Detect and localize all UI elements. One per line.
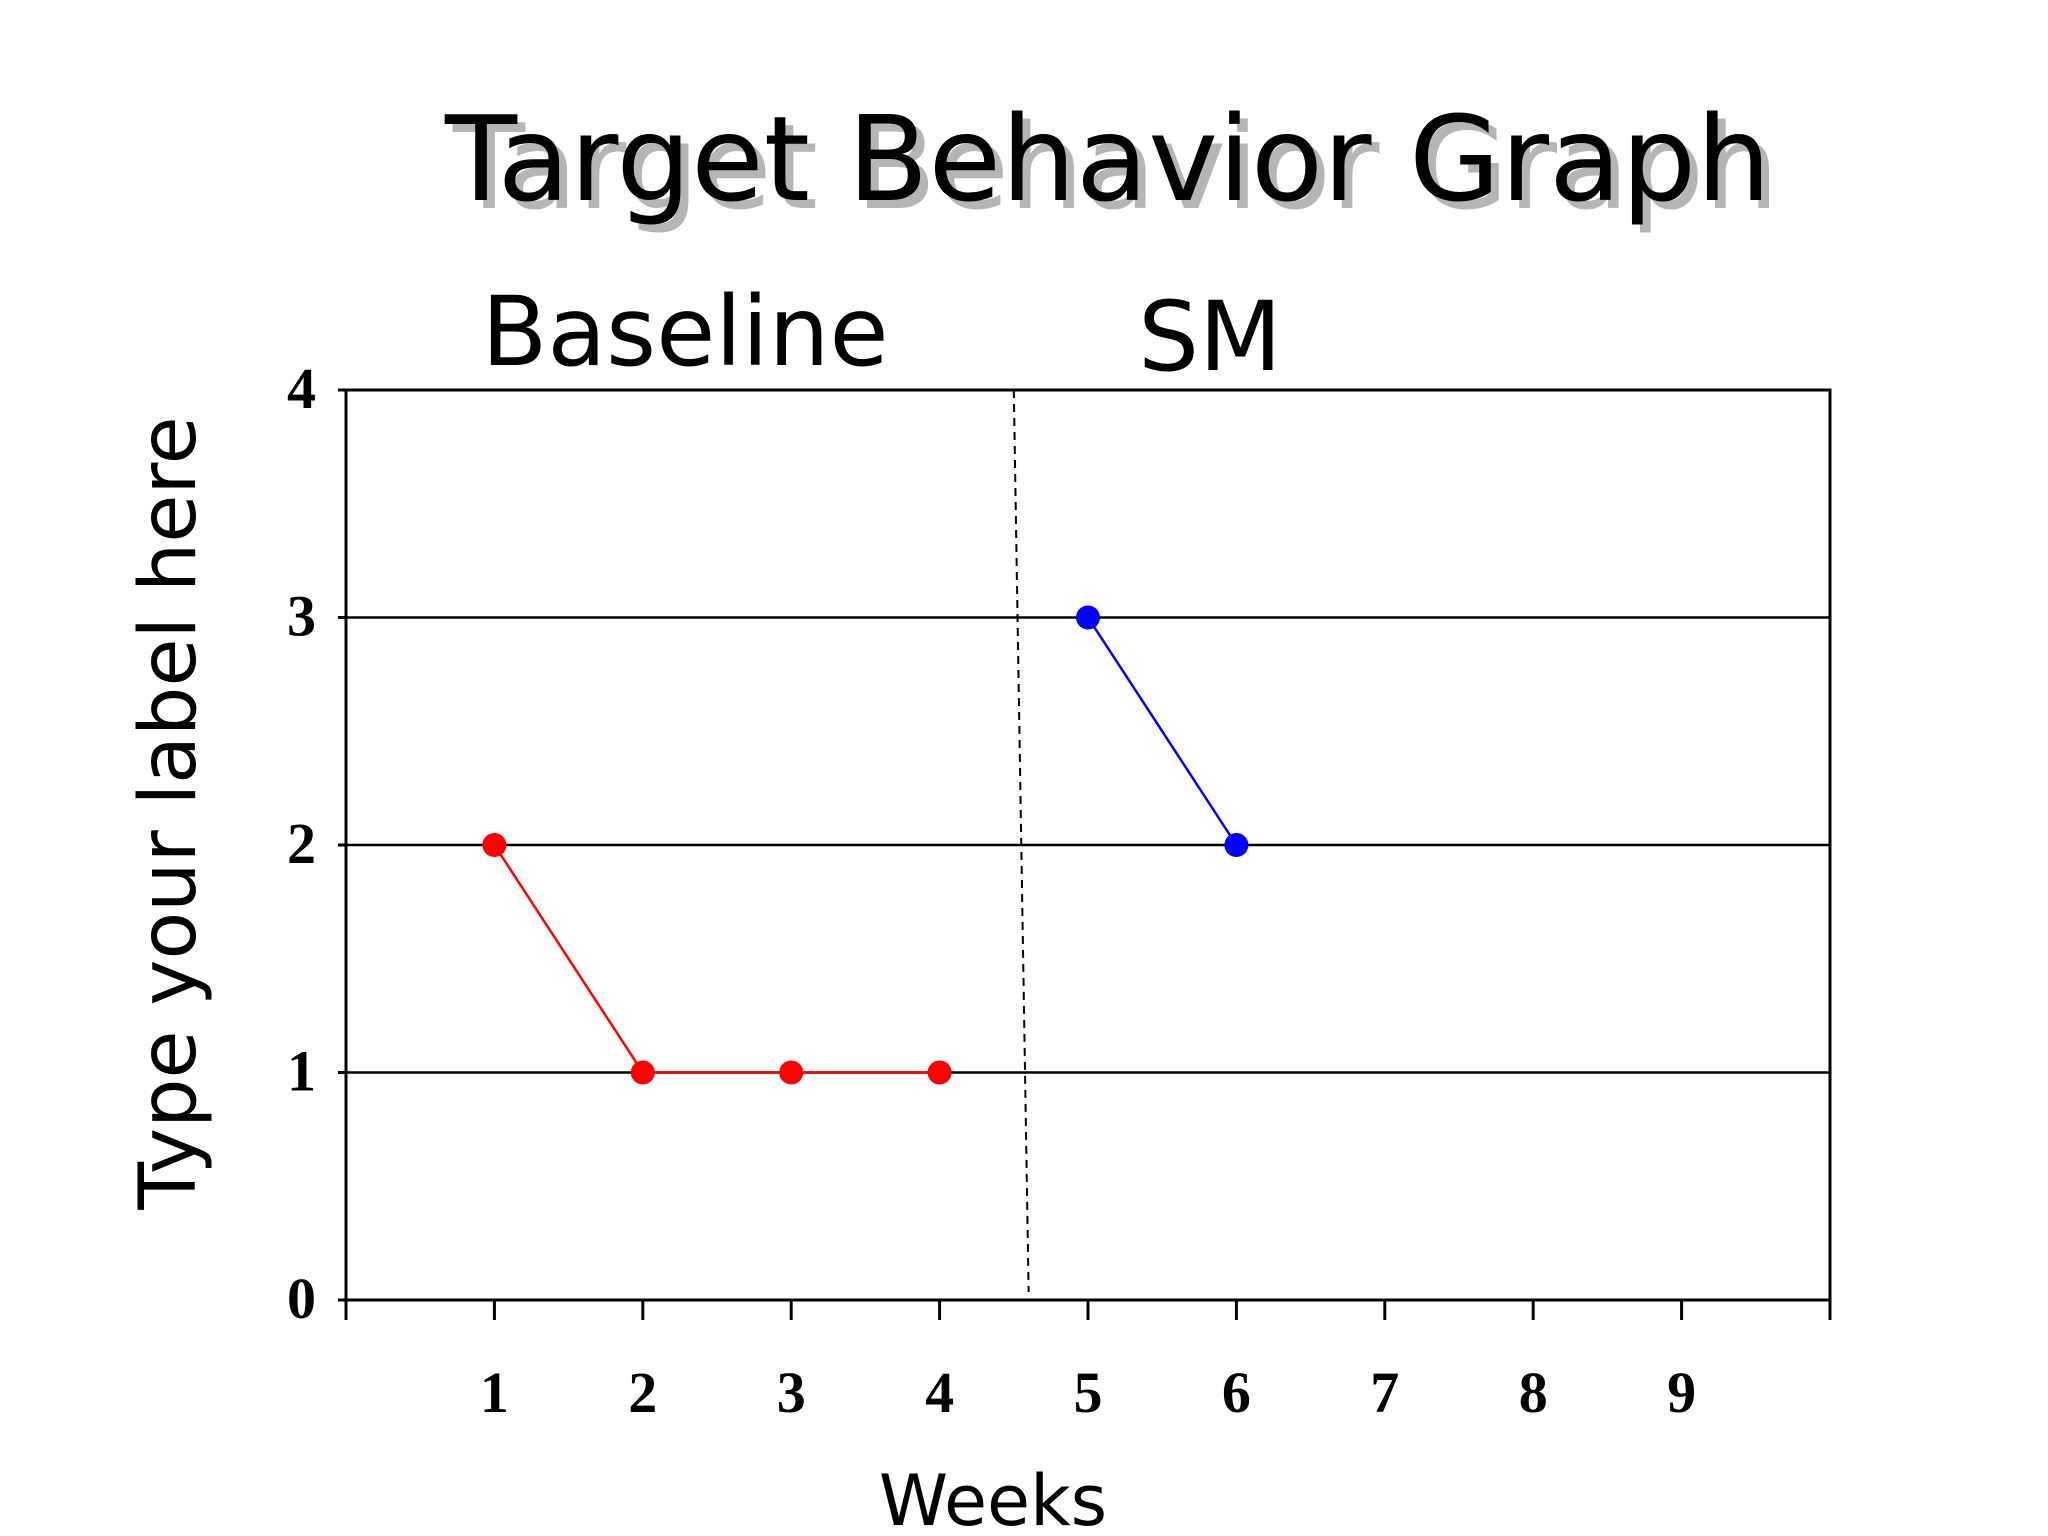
x-tick-label: 1 <box>480 1360 509 1425</box>
data-point <box>779 1060 804 1085</box>
y-tick-label: 0 <box>287 1266 316 1331</box>
y-tick-label: 2 <box>287 811 316 876</box>
y-axis-label: Type your label here <box>124 416 214 1210</box>
phase-label-sm: SM <box>1138 281 1282 393</box>
x-tick-label: 8 <box>1519 1360 1548 1425</box>
data-point <box>482 833 507 857</box>
x-tick-label: 3 <box>777 1360 806 1425</box>
x-axis-label: Weeks <box>879 1460 1107 1536</box>
y-tick-label: 1 <box>287 1039 316 1104</box>
x-tick-label: 6 <box>1222 1360 1251 1425</box>
x-tick-label: 7 <box>1370 1360 1399 1425</box>
phase-change-line <box>1012 389 1030 1293</box>
chart-title: Target Behavior Graph <box>444 90 1771 228</box>
x-tick-label: 4 <box>925 1360 954 1425</box>
data-point <box>1076 605 1100 630</box>
axes: 0 1 2 3 4 1 2 3 4 5 6 7 8 9 <box>287 356 1832 1425</box>
series <box>482 605 1249 1085</box>
x-tick-label: 5 <box>1074 1360 1103 1425</box>
chart-title-shadow: Target Behavior Graph <box>452 98 1779 236</box>
series-line-1 <box>1086 616 1238 846</box>
y-tick-label: 4 <box>287 356 316 421</box>
phase-label-baseline: Baseline <box>481 276 888 388</box>
grid-lines <box>346 616 1830 1074</box>
chart-title-group: Target Behavior Graph Target Behavior Gr… <box>444 90 1779 236</box>
data-point <box>927 1060 952 1085</box>
data-point <box>630 1060 655 1085</box>
data-point <box>1224 833 1249 857</box>
phase-change <box>1012 389 1030 1293</box>
series-line-0 <box>493 844 940 1074</box>
y-tick-label: 3 <box>287 584 316 649</box>
x-tick-label: 2 <box>628 1360 657 1425</box>
x-tick-label: 9 <box>1667 1360 1696 1425</box>
